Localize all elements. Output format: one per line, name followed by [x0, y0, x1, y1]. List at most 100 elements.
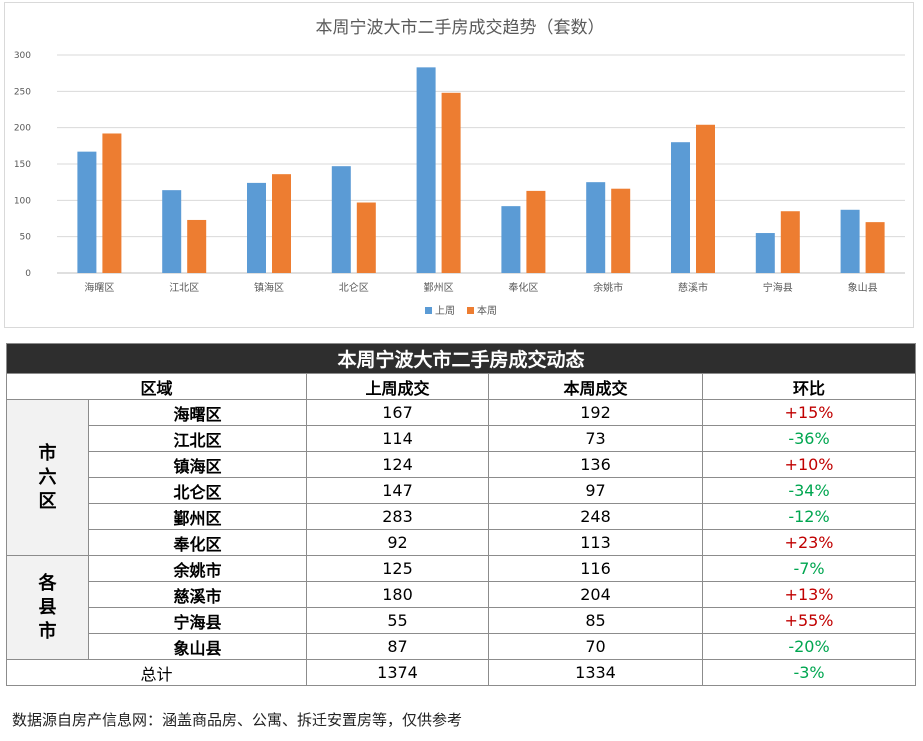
last-week-cell: 283 [306, 503, 489, 530]
bar-this-week [865, 222, 885, 273]
table-header-row: 区域 上周成交 本周成交 环比 [6, 373, 917, 400]
bar-this-week [780, 211, 800, 273]
last-week-cell: 87 [306, 633, 489, 660]
table-title: 本周宁波大市二手房成交动态 [5, 343, 917, 374]
group-counties: 各 县 市 [6, 555, 89, 660]
this-week-cell: 85 [488, 607, 703, 634]
bar-this-week [187, 219, 207, 273]
district-name-cell: 象山县 [88, 633, 307, 660]
table-row: 镇海区 124 136 +10% [7, 451, 917, 478]
ratio-cell: -20% [701, 633, 917, 660]
district-name-cell: 镇海区 [88, 451, 307, 478]
total-label-cell: 总计 [6, 659, 307, 686]
ratio-cell: -7% [701, 555, 917, 582]
bar-this-week [526, 190, 546, 273]
ratio-cell: +10% [701, 451, 917, 478]
last-week-cell: 147 [306, 477, 489, 504]
table-row: 慈溪市 180 204 +13% [7, 581, 917, 608]
table-row: 宁海县 55 85 +55% [7, 607, 917, 634]
bar-last-week [77, 151, 97, 273]
header-region: 区域 [6, 373, 307, 400]
this-week-cell: 116 [488, 555, 703, 582]
ratio-cell: +23% [701, 529, 917, 556]
header-this-week: 本周成交 [488, 373, 703, 400]
bar-last-week [247, 182, 266, 273]
ratio-cell: +13% [701, 581, 917, 608]
table-row: 市 六 区海曙区 167 192 +15% [6, 399, 917, 556]
this-week-cell: 97 [488, 477, 703, 504]
bar-this-week [696, 124, 715, 273]
last-week-cell: 180 [306, 581, 489, 608]
bar-last-week [671, 142, 690, 273]
total-this-week-cell: 1334 [488, 659, 703, 686]
bar-this-week [272, 174, 291, 273]
ratio-cell: -34% [701, 477, 917, 504]
bar-last-week [501, 206, 521, 273]
y-tick-label: 0 [25, 269, 31, 279]
legend-swatch [425, 307, 432, 314]
bar-last-week [162, 190, 182, 273]
table-body: 市 六 区海曙区 167 192 +15% 江北区 114 73 -36% 镇海区 124 136 +… [6, 399, 917, 686]
bar-last-week [331, 166, 351, 273]
bar-last-week [586, 182, 606, 273]
ratio-cell: -36% [701, 425, 917, 452]
district-name-cell: 鄞州区 [88, 503, 307, 530]
table-row: 象山县 87 70 -20% [7, 633, 917, 660]
bar-this-week [356, 202, 376, 273]
district-name-cell: 奉化区 [88, 529, 307, 556]
this-week-cell: 70 [488, 633, 703, 660]
x-category-label: 奉化区 [508, 281, 538, 294]
chart-title: 本周宁波大市二手房成交趋势（套数） [316, 18, 605, 38]
bar-chart: 本周宁波大市二手房成交趋势（套数） 0 50 100 150 200 250 300 海曙区 江北… [14, 18, 905, 317]
x-category-label: 江北区 [169, 282, 199, 294]
table-row: 各 县 市余姚市 125 116 -7% [6, 555, 917, 660]
total-row: 总计 1374 1334 -3% [6, 659, 917, 686]
this-week-cell: 192 [488, 399, 703, 426]
district-name-cell: 海曙区 [88, 399, 307, 426]
this-week-cell: 204 [488, 581, 703, 608]
bar-this-week [441, 92, 461, 273]
y-tick-label: 150 [14, 160, 31, 170]
y-tick-label: 250 [14, 87, 31, 97]
header-last-week: 上周成交 [306, 373, 489, 400]
last-week-cell: 124 [306, 451, 489, 478]
x-category-label: 海曙区 [84, 281, 114, 294]
group-city-districts: 市 六 区 [6, 399, 89, 556]
last-week-cell: 167 [306, 399, 489, 426]
bar-this-week [611, 188, 631, 273]
ratio-cell: +15% [701, 399, 917, 426]
district-name-cell: 慈溪市 [88, 581, 307, 608]
total-ratio-cell: -3% [701, 659, 917, 686]
transaction-table: 本周宁波大市二手房成交动态 区域 上周成交 本周成交 环比 市 六 区海曙区 16… [5, 343, 917, 686]
this-week-cell: 248 [488, 503, 703, 530]
y-tick-label: 100 [14, 196, 31, 206]
x-category-label: 慈溪市 [678, 281, 708, 294]
table-row: 江北区 114 73 -36% [7, 425, 917, 452]
bar-last-week [416, 67, 436, 273]
header-ratio: 环比 [701, 373, 917, 400]
table-row: 奉化区 92 113 +23% [7, 529, 917, 556]
last-week-cell: 55 [306, 607, 489, 634]
source-note: 数据源自房产信息网：涵盖商品房、公寓、拆迁安置房等，仅供参考 [12, 711, 463, 729]
last-week-cell: 92 [306, 529, 489, 556]
y-tick-label: 200 [14, 124, 31, 134]
this-week-cell: 73 [488, 425, 703, 452]
district-name-cell: 北仑区 [88, 477, 307, 504]
bar-last-week [840, 209, 860, 273]
legend-label: 本周 [477, 304, 497, 317]
x-category-label: 象山县 [848, 282, 878, 294]
x-category-label: 鄞州区 [424, 281, 454, 294]
y-tick-label: 50 [20, 233, 32, 243]
last-week-cell: 125 [306, 555, 489, 582]
this-week-cell: 113 [488, 529, 703, 556]
district-name-cell: 余姚市 [88, 555, 307, 582]
y-tick-label: 300 [14, 51, 31, 61]
x-category-label: 余姚市 [593, 281, 623, 294]
x-category-label: 北仑区 [339, 281, 369, 294]
bar-this-week [102, 133, 122, 273]
legend-swatch [467, 307, 474, 314]
total-last-week-cell: 1374 [306, 659, 489, 686]
last-week-cell: 114 [306, 425, 489, 452]
ratio-cell: +55% [701, 607, 917, 634]
legend-label: 上周 [435, 305, 455, 317]
